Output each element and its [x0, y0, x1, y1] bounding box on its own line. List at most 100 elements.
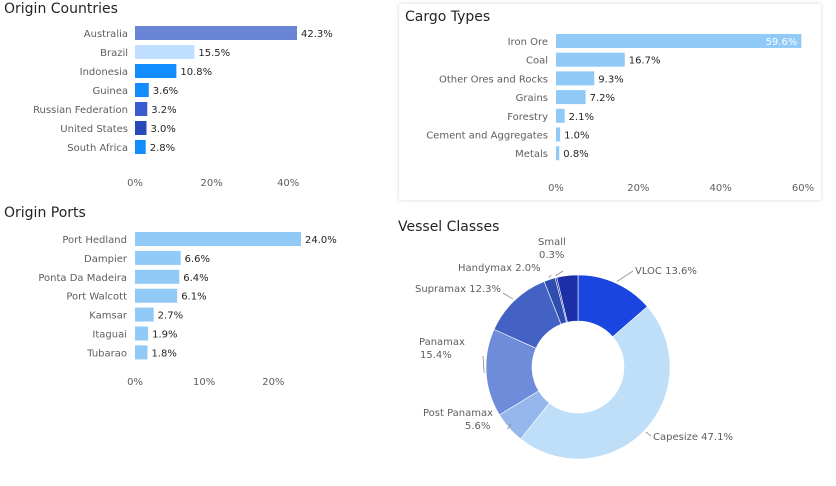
origin-ports-tick-label: 0%	[127, 377, 143, 388]
origin-ports-title: Origin Ports	[4, 205, 86, 221]
origin-countries-bar[interactable]	[135, 121, 147, 135]
cargo-types-tick-label: 40%	[710, 183, 732, 194]
origin-ports-category-label: Port Hedland	[62, 235, 127, 246]
vessel-classes-leader-line	[502, 292, 514, 300]
origin-ports-bar[interactable]	[135, 345, 148, 360]
cargo-types-data-label: 16.7%	[629, 56, 661, 67]
vessel-classes-leader-line	[482, 355, 485, 373]
vessel-classes-title: Vessel Classes	[398, 219, 500, 235]
vessel-classes-leader-line	[616, 270, 634, 282]
origin-countries-category-label: Indonesia	[80, 67, 128, 78]
vessel-classes-panel: Vessel Classes VLOC 13.6% Capesize 47.1% P…	[393, 216, 836, 486]
origin-ports-bar[interactable]	[135, 269, 180, 284]
origin-countries-bar[interactable]	[135, 45, 195, 59]
origin-countries-tick-label: 40%	[277, 178, 299, 189]
origin-ports-category-label: Ponta Da Madeira	[38, 273, 127, 284]
origin-ports-data-label: 6.6%	[185, 254, 210, 265]
vessel-classes-data-value: 0.3%	[539, 250, 564, 261]
origin-countries-tick-label: 0%	[127, 178, 143, 189]
origin-ports-data-label: 6.1%	[181, 292, 206, 303]
cargo-types-bar[interactable]	[556, 71, 595, 86]
origin-countries-data-label: 3.6%	[153, 86, 178, 97]
cargo-types-bar[interactable]	[556, 127, 561, 142]
cargo-types-title: Cargo Types	[405, 9, 491, 25]
origin-ports-bar[interactable]	[135, 307, 154, 322]
origin-ports-bar[interactable]	[135, 250, 181, 265]
vessel-classes-data-label: VLOC 13.6%	[635, 266, 697, 277]
cargo-types-tick-label: 0%	[548, 183, 564, 194]
vessel-classes-slice[interactable]	[556, 274, 579, 323]
cargo-types-bar[interactable]	[556, 108, 565, 123]
vessel-classes-data-label: Post Panamax	[423, 408, 493, 419]
cargo-types-bar[interactable]	[556, 52, 625, 67]
cargo-types-tick-label: 20%	[627, 183, 649, 194]
origin-ports-bar[interactable]	[135, 288, 178, 303]
cargo-types-category-label: Iron Ore	[508, 37, 548, 48]
cargo-types-tick-label: 60%	[792, 183, 814, 194]
origin-ports-category-label: Kamsar	[89, 311, 128, 322]
cargo-types-bar[interactable]	[556, 146, 560, 161]
cargo-types-category-label: Other Ores and Rocks	[439, 74, 548, 85]
origin-countries-category-label: Russian Federation	[33, 105, 128, 116]
origin-countries-category-label: Guinea	[93, 86, 128, 97]
cargo-types-data-label: 9.3%	[598, 74, 623, 85]
origin-countries-tick-label: 20%	[200, 178, 222, 189]
cargo-types-panel: Cargo Types Iron Ore 59.6% Coal 16.7% Other …	[399, 4, 821, 200]
vessel-classes-data-label: Panamax	[419, 337, 465, 348]
origin-countries-category-label: Brazil	[100, 48, 128, 59]
cargo-types-bar[interactable]	[556, 90, 586, 105]
cargo-types-data-label: 0.8%	[563, 149, 588, 160]
origin-ports-data-label: 6.4%	[183, 273, 208, 284]
vessel-classes-slice[interactable]	[520, 306, 671, 460]
vessel-classes-data-label: Small	[538, 237, 566, 248]
cargo-types-data-label: 2.1%	[569, 112, 594, 123]
origin-ports-data-label: 2.7%	[158, 311, 183, 322]
origin-countries-bar[interactable]	[135, 26, 297, 40]
origin-ports-category-label: Itaguai	[92, 330, 127, 341]
origin-ports-bar[interactable]	[135, 326, 149, 341]
cargo-types-category-label: Grains	[516, 93, 548, 104]
origin-countries-data-label: 42.3%	[301, 29, 333, 40]
cargo-types-category-label: Cement and Aggregates	[426, 131, 548, 142]
origin-ports-tick-label: 20%	[262, 377, 284, 388]
origin-countries-panel: Origin Countries Australia 42.3% Brazil 15.…	[0, 0, 352, 198]
cargo-types-data-label: 7.2%	[590, 93, 615, 104]
cargo-types-data-label: 1.0%	[564, 131, 589, 142]
vessel-classes-leader-line	[555, 270, 564, 277]
vessel-classes-leader-line	[645, 431, 652, 437]
origin-countries-bar[interactable]	[135, 64, 177, 78]
origin-countries-bar[interactable]	[135, 83, 149, 97]
origin-ports-data-label: 1.8%	[151, 348, 176, 359]
origin-countries-title: Origin Countries	[4, 1, 118, 17]
origin-countries-data-label: 3.0%	[150, 124, 175, 135]
origin-countries-category-label: United States	[60, 124, 128, 135]
origin-countries-data-label: 3.2%	[151, 105, 176, 116]
origin-ports-data-label: 1.9%	[152, 330, 177, 341]
cargo-types-category-label: Forestry	[507, 112, 548, 123]
origin-ports-panel: Origin Ports Port Hedland 24.0% Dampier 6.6…	[0, 204, 348, 390]
vessel-classes-chart: VLOC 13.6% Capesize 47.1% Post Panamax 5.6%…	[415, 237, 733, 460]
origin-countries-data-label: 15.5%	[198, 48, 230, 59]
origin-countries-category-label: South Africa	[67, 143, 128, 154]
cargo-types-category-label: Metals	[515, 149, 548, 160]
origin-ports-category-label: Port Walcott	[66, 292, 127, 303]
origin-countries-category-label: Australia	[84, 29, 128, 40]
origin-countries-data-label: 2.8%	[150, 143, 175, 154]
origin-ports-data-label: 24.0%	[305, 235, 337, 246]
origin-ports-category-label: Dampier	[84, 254, 128, 265]
origin-ports-bar[interactable]	[135, 232, 301, 246]
vessel-classes-data-value: 5.6%	[465, 421, 490, 432]
origin-countries-bar[interactable]	[135, 102, 148, 116]
origin-countries-chart: Australia 42.3% Brazil 15.5% Indonesia 10.8% G…	[33, 26, 333, 189]
vessel-classes-leader-line	[548, 274, 552, 278]
origin-ports-category-label: Tubarao	[86, 348, 127, 359]
cargo-types-data-label: 59.6%	[766, 37, 798, 48]
vessel-classes-data-value: 15.4%	[420, 350, 452, 361]
origin-countries-data-label: 10.8%	[180, 67, 212, 78]
origin-countries-bar[interactable]	[135, 140, 146, 154]
origin-ports-chart: Port Hedland 24.0% Dampier 6.6% Ponta Da Mad…	[38, 232, 337, 388]
vessel-classes-data-label: Capesize 47.1%	[653, 432, 733, 443]
cargo-types-category-label: Coal	[526, 56, 548, 67]
vessel-classes-data-label: Supramax 12.3%	[415, 284, 501, 295]
cargo-types-bar[interactable]	[556, 34, 802, 48]
